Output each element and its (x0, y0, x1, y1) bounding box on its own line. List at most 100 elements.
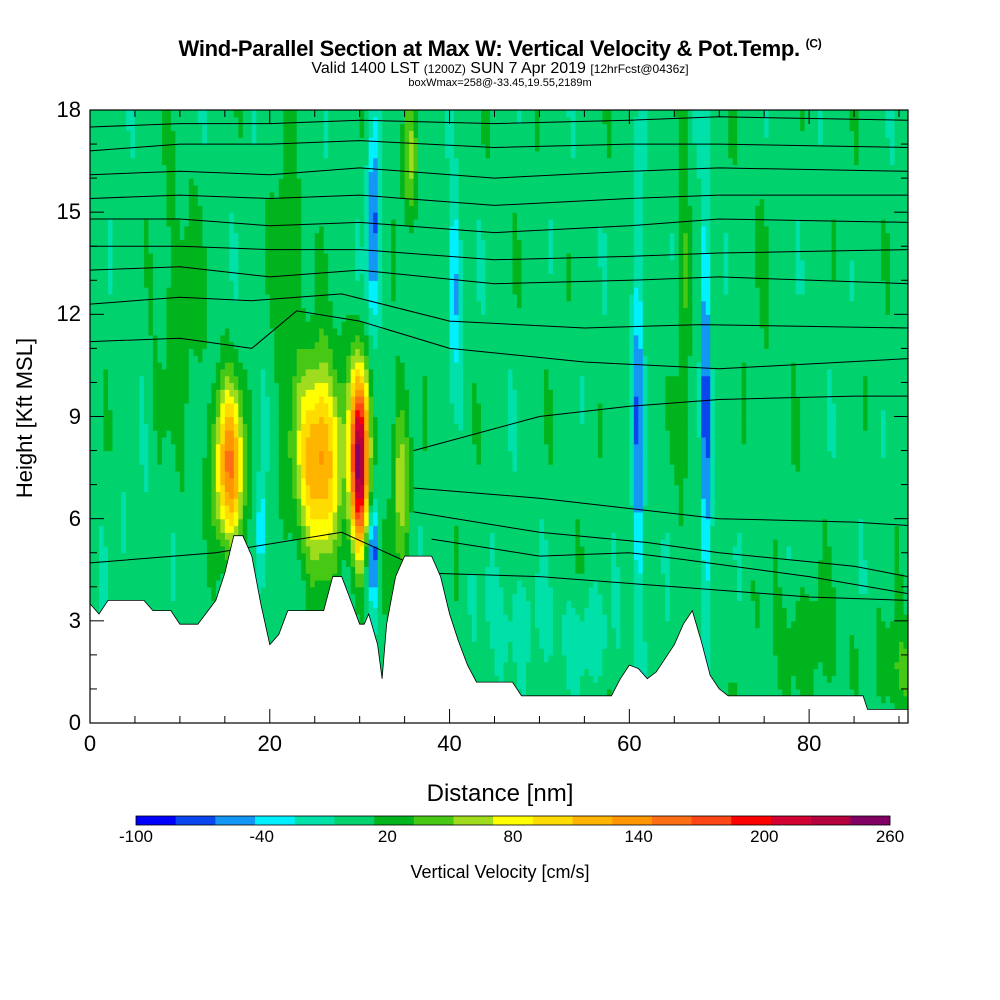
velocity-cell (103, 253, 109, 261)
velocity-cell (175, 402, 181, 411)
velocity-cell (305, 287, 311, 295)
velocity-cell (256, 287, 262, 295)
velocity-cell (305, 362, 311, 370)
velocity-cell (323, 505, 329, 513)
velocity-cell (224, 273, 230, 281)
velocity-cell (256, 505, 262, 513)
velocity-cell (157, 389, 163, 397)
velocity-cell (305, 477, 311, 486)
velocity-cell (206, 150, 212, 159)
velocity-cell (193, 355, 199, 363)
velocity-cell (256, 368, 262, 377)
velocity-cell (206, 130, 212, 138)
velocity-cell (184, 573, 190, 581)
velocity-cell (287, 178, 293, 186)
velocity-cell (161, 266, 167, 275)
velocity-cell (305, 266, 311, 275)
velocity-cell (278, 218, 284, 227)
velocity-cell (193, 246, 199, 254)
velocity-cell (166, 205, 172, 213)
velocity-cell (278, 157, 284, 166)
velocity-cell (301, 477, 307, 486)
velocity-cell (206, 375, 212, 384)
velocity-cell (256, 518, 262, 527)
velocity-cell (211, 552, 217, 561)
velocity-cell (215, 470, 221, 479)
velocity-cell (274, 368, 280, 377)
velocity-cell (211, 164, 217, 172)
velocity-cell (125, 191, 132, 200)
velocity-cell (301, 150, 307, 159)
velocity-cell (184, 362, 190, 370)
velocity-cell (238, 416, 244, 424)
velocity-cell (224, 389, 230, 397)
velocity-cell (116, 273, 123, 281)
velocity-cell (184, 178, 190, 186)
velocity-cell (90, 157, 96, 166)
velocity-cell (90, 579, 96, 588)
velocity-cell (314, 293, 320, 302)
velocity-cell (274, 470, 280, 479)
velocity-cell (242, 402, 248, 411)
velocity-cell (94, 559, 100, 567)
velocity-cell (301, 218, 307, 227)
velocity-cell (170, 212, 176, 220)
velocity-cell (98, 552, 105, 561)
velocity-cell (143, 164, 150, 172)
velocity-cell (161, 443, 167, 452)
velocity-cell (283, 321, 289, 329)
velocity-cell (211, 232, 217, 241)
velocity-cell (188, 396, 194, 404)
velocity-cell (175, 491, 181, 499)
velocity-cell (215, 130, 221, 138)
velocity-cell (125, 362, 132, 370)
velocity-cell (130, 409, 136, 418)
velocity-cell (305, 150, 311, 159)
velocity-cell (157, 110, 163, 118)
velocity-cell (260, 171, 266, 179)
velocity-cell (265, 130, 271, 138)
velocity-cell (238, 470, 244, 479)
velocity-cell (301, 164, 307, 172)
velocity-cell (103, 484, 109, 493)
velocity-cell (103, 157, 109, 166)
velocity-cell (251, 443, 257, 452)
velocity-cell (143, 239, 150, 247)
velocity-cell (121, 198, 127, 206)
velocity-cell (283, 348, 289, 356)
velocity-cell (143, 430, 150, 438)
velocity-cell (310, 307, 316, 315)
velocity-cell (202, 246, 208, 254)
velocity-cell (184, 552, 190, 561)
velocity-cell (188, 498, 194, 506)
velocity-cell (287, 586, 293, 595)
velocity-cell (233, 253, 239, 261)
velocity-cell (116, 287, 123, 295)
velocity-cell (260, 382, 266, 390)
velocity-cell (188, 525, 194, 533)
velocity-cell (296, 259, 302, 268)
velocity-cell (233, 511, 239, 520)
velocity-cell (103, 539, 109, 547)
velocity-cell (314, 396, 320, 404)
velocity-cell (332, 307, 338, 315)
velocity-cell (184, 300, 190, 309)
velocity-cell (139, 225, 145, 234)
velocity-cell (206, 573, 212, 581)
velocity-cell (197, 511, 203, 520)
velocity-cell (188, 184, 194, 193)
velocity-cell (193, 327, 199, 336)
velocity-cell (103, 389, 109, 397)
velocity-cell (242, 525, 248, 533)
velocity-cell (301, 266, 307, 275)
velocity-cell (211, 212, 217, 220)
velocity-cell (116, 355, 123, 363)
velocity-cell (242, 532, 248, 540)
velocity-cell (166, 144, 172, 152)
velocity-cell (247, 287, 253, 295)
velocity-cell (134, 402, 141, 411)
velocity-cell (121, 518, 127, 527)
velocity-cell (143, 191, 150, 200)
velocity-cell (224, 259, 230, 268)
velocity-cell (319, 157, 325, 166)
